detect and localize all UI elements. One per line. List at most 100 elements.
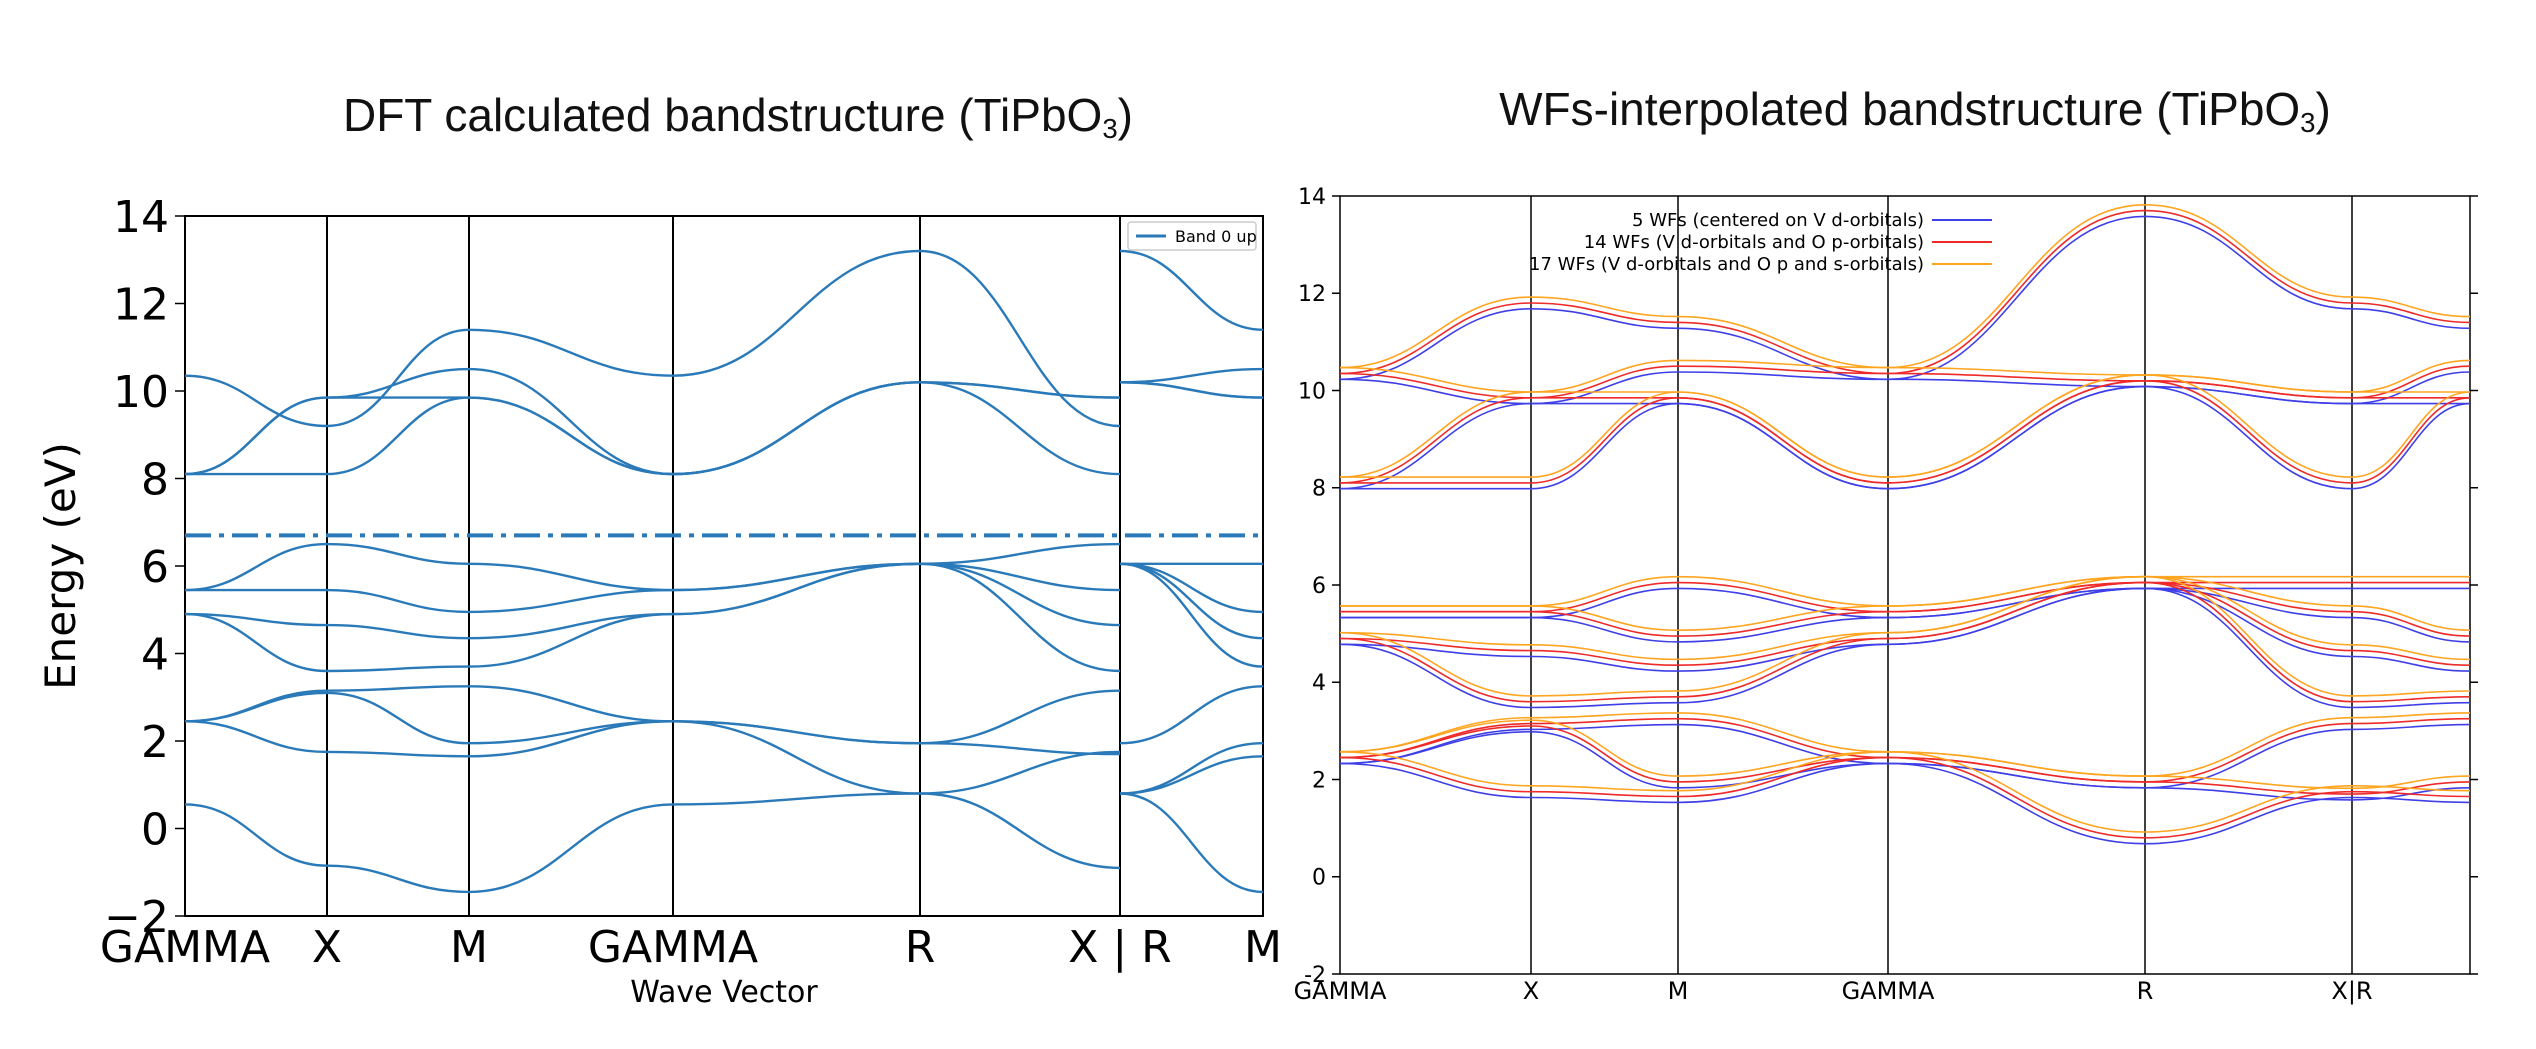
y-tick-label: 10	[113, 367, 169, 418]
band-line	[184, 685, 1121, 745]
band-line	[184, 562, 1121, 640]
legend: 5 WFs (centered on V d-orbitals)14 WFs (…	[1529, 210, 1992, 275]
band-line	[2351, 308, 2471, 330]
y-tick-label: 14	[113, 192, 169, 243]
y-tick-label: 8	[141, 454, 169, 505]
band-line	[1339, 712, 2353, 777]
band-line	[1339, 209, 2353, 375]
right-chart-title: WFs-interpolated bandstructure (TiPbO3)	[1499, 83, 2331, 138]
band-line	[1119, 742, 1264, 795]
y-tick-label: 4	[141, 629, 169, 680]
band-line	[2351, 371, 2471, 405]
band-line	[1119, 792, 1264, 894]
band-line	[2351, 775, 2471, 790]
band-line	[2351, 785, 2471, 792]
y-tick-label: 2	[1312, 768, 1326, 793]
band-line	[1340, 575, 2352, 607]
left-bandstructure-chart: −2 0 2 4 6 8 10 12 14 GAMMA X M GAMMA R X | R M Energy (…	[36, 192, 1282, 1010]
x-tick-label: GAMMA	[100, 922, 270, 973]
band-line	[1119, 381, 1264, 399]
band-line	[1339, 581, 2353, 667]
band-line	[1119, 755, 1264, 795]
band-line	[184, 542, 1121, 592]
y-tick-label: 0	[1312, 866, 1326, 891]
band-line	[2351, 359, 2471, 393]
x-tick-label: GAMMA	[588, 922, 758, 973]
x-tick-label: M	[1668, 977, 1689, 1005]
legend-label: 5 WFs (centered on V d-orbitals)	[1632, 210, 1924, 231]
band-line	[1339, 719, 2353, 790]
band-line	[1339, 215, 2353, 381]
band-line	[2351, 717, 2471, 725]
plot-frame	[1339, 195, 2471, 975]
band-line	[1339, 575, 2353, 661]
band-line	[1339, 365, 2353, 399]
band-line	[1339, 581, 2353, 703]
band-line	[1119, 562, 1264, 614]
band-line	[2351, 365, 2471, 399]
band-line	[1339, 750, 2353, 833]
x-tick-label: X	[1523, 977, 1539, 1005]
legend-box	[1127, 221, 1257, 251]
y-axis-label: Energy (eV)	[36, 442, 85, 690]
y-tick-label: 4	[1312, 671, 1326, 696]
band-line	[2351, 605, 2471, 631]
y-tick-label: 12	[113, 279, 169, 330]
band-line	[2351, 796, 2471, 804]
band-line	[184, 792, 1121, 894]
y-tick-label: 10	[1298, 379, 1326, 404]
band-line	[2351, 696, 2471, 703]
y-tick-label: 14	[1298, 185, 1326, 210]
x-tick-label: X|R	[2331, 977, 2372, 1005]
y-tick-label: 6	[141, 542, 169, 593]
right-bandstructure-chart: -2 0 2 4 6 8 10 12 14 GAMMA X M GAMMA R X|R 5 WFs (cent…	[1294, 185, 2478, 1005]
y-tick-label: 2	[141, 717, 169, 768]
x-tick-label: R	[2137, 977, 2154, 1005]
y-tick-label: -2	[1304, 963, 1326, 988]
x-tick-label: M	[450, 922, 488, 973]
y-tick-label: 8	[1312, 477, 1326, 502]
band-line	[1339, 371, 2353, 405]
band-line	[1119, 249, 1264, 331]
band-line	[1119, 562, 1264, 668]
plot-frame	[184, 215, 1264, 917]
band-line	[2351, 712, 2471, 719]
band-line	[2351, 391, 2471, 478]
band-line	[1339, 203, 2353, 369]
band-line	[2351, 610, 2471, 637]
band-line	[1339, 762, 2353, 845]
band-line	[2351, 790, 2471, 798]
x-tick-label: GAMMA	[1842, 977, 1935, 1005]
band-line	[2351, 402, 2471, 490]
x-tick-label: X | R	[1068, 922, 1172, 973]
y-tick-label: −2	[104, 892, 169, 943]
legend-label: Band 0 up	[1175, 227, 1257, 246]
band-line	[184, 381, 1121, 476]
legend-label: 14 WFs (V d-orbitals and O p-orbitals)	[1584, 232, 1924, 253]
band-line	[1339, 359, 2353, 393]
band-line	[2351, 397, 2471, 484]
y-tick-label: 6	[1312, 574, 1326, 599]
band-line	[2351, 302, 2471, 324]
x-tick-label: R	[905, 922, 936, 973]
band-line	[1119, 562, 1264, 640]
band-line	[2351, 655, 2471, 672]
x-tick-label: X	[312, 922, 342, 973]
x-axis-label: Wave Vector	[630, 975, 818, 1010]
band-line	[2351, 616, 2471, 643]
band-line	[1339, 587, 2353, 709]
left-chart-title: DFT calculated bandstructure (TiPbO3)	[342, 89, 1134, 144]
y-tick-label: 12	[1298, 282, 1326, 307]
band-line	[2351, 701, 2471, 709]
band-line	[185, 381, 1121, 476]
band-line	[2351, 649, 2471, 666]
band-line	[1119, 367, 1264, 384]
x-tick-label: GAMMA	[1294, 977, 1387, 1005]
band-line	[2351, 296, 2471, 318]
band-line	[2351, 723, 2471, 731]
band-line	[184, 720, 1121, 795]
x-tick-label: M	[1244, 922, 1282, 973]
band-line	[184, 249, 1121, 428]
legend: Band 0 up	[1127, 221, 1257, 251]
